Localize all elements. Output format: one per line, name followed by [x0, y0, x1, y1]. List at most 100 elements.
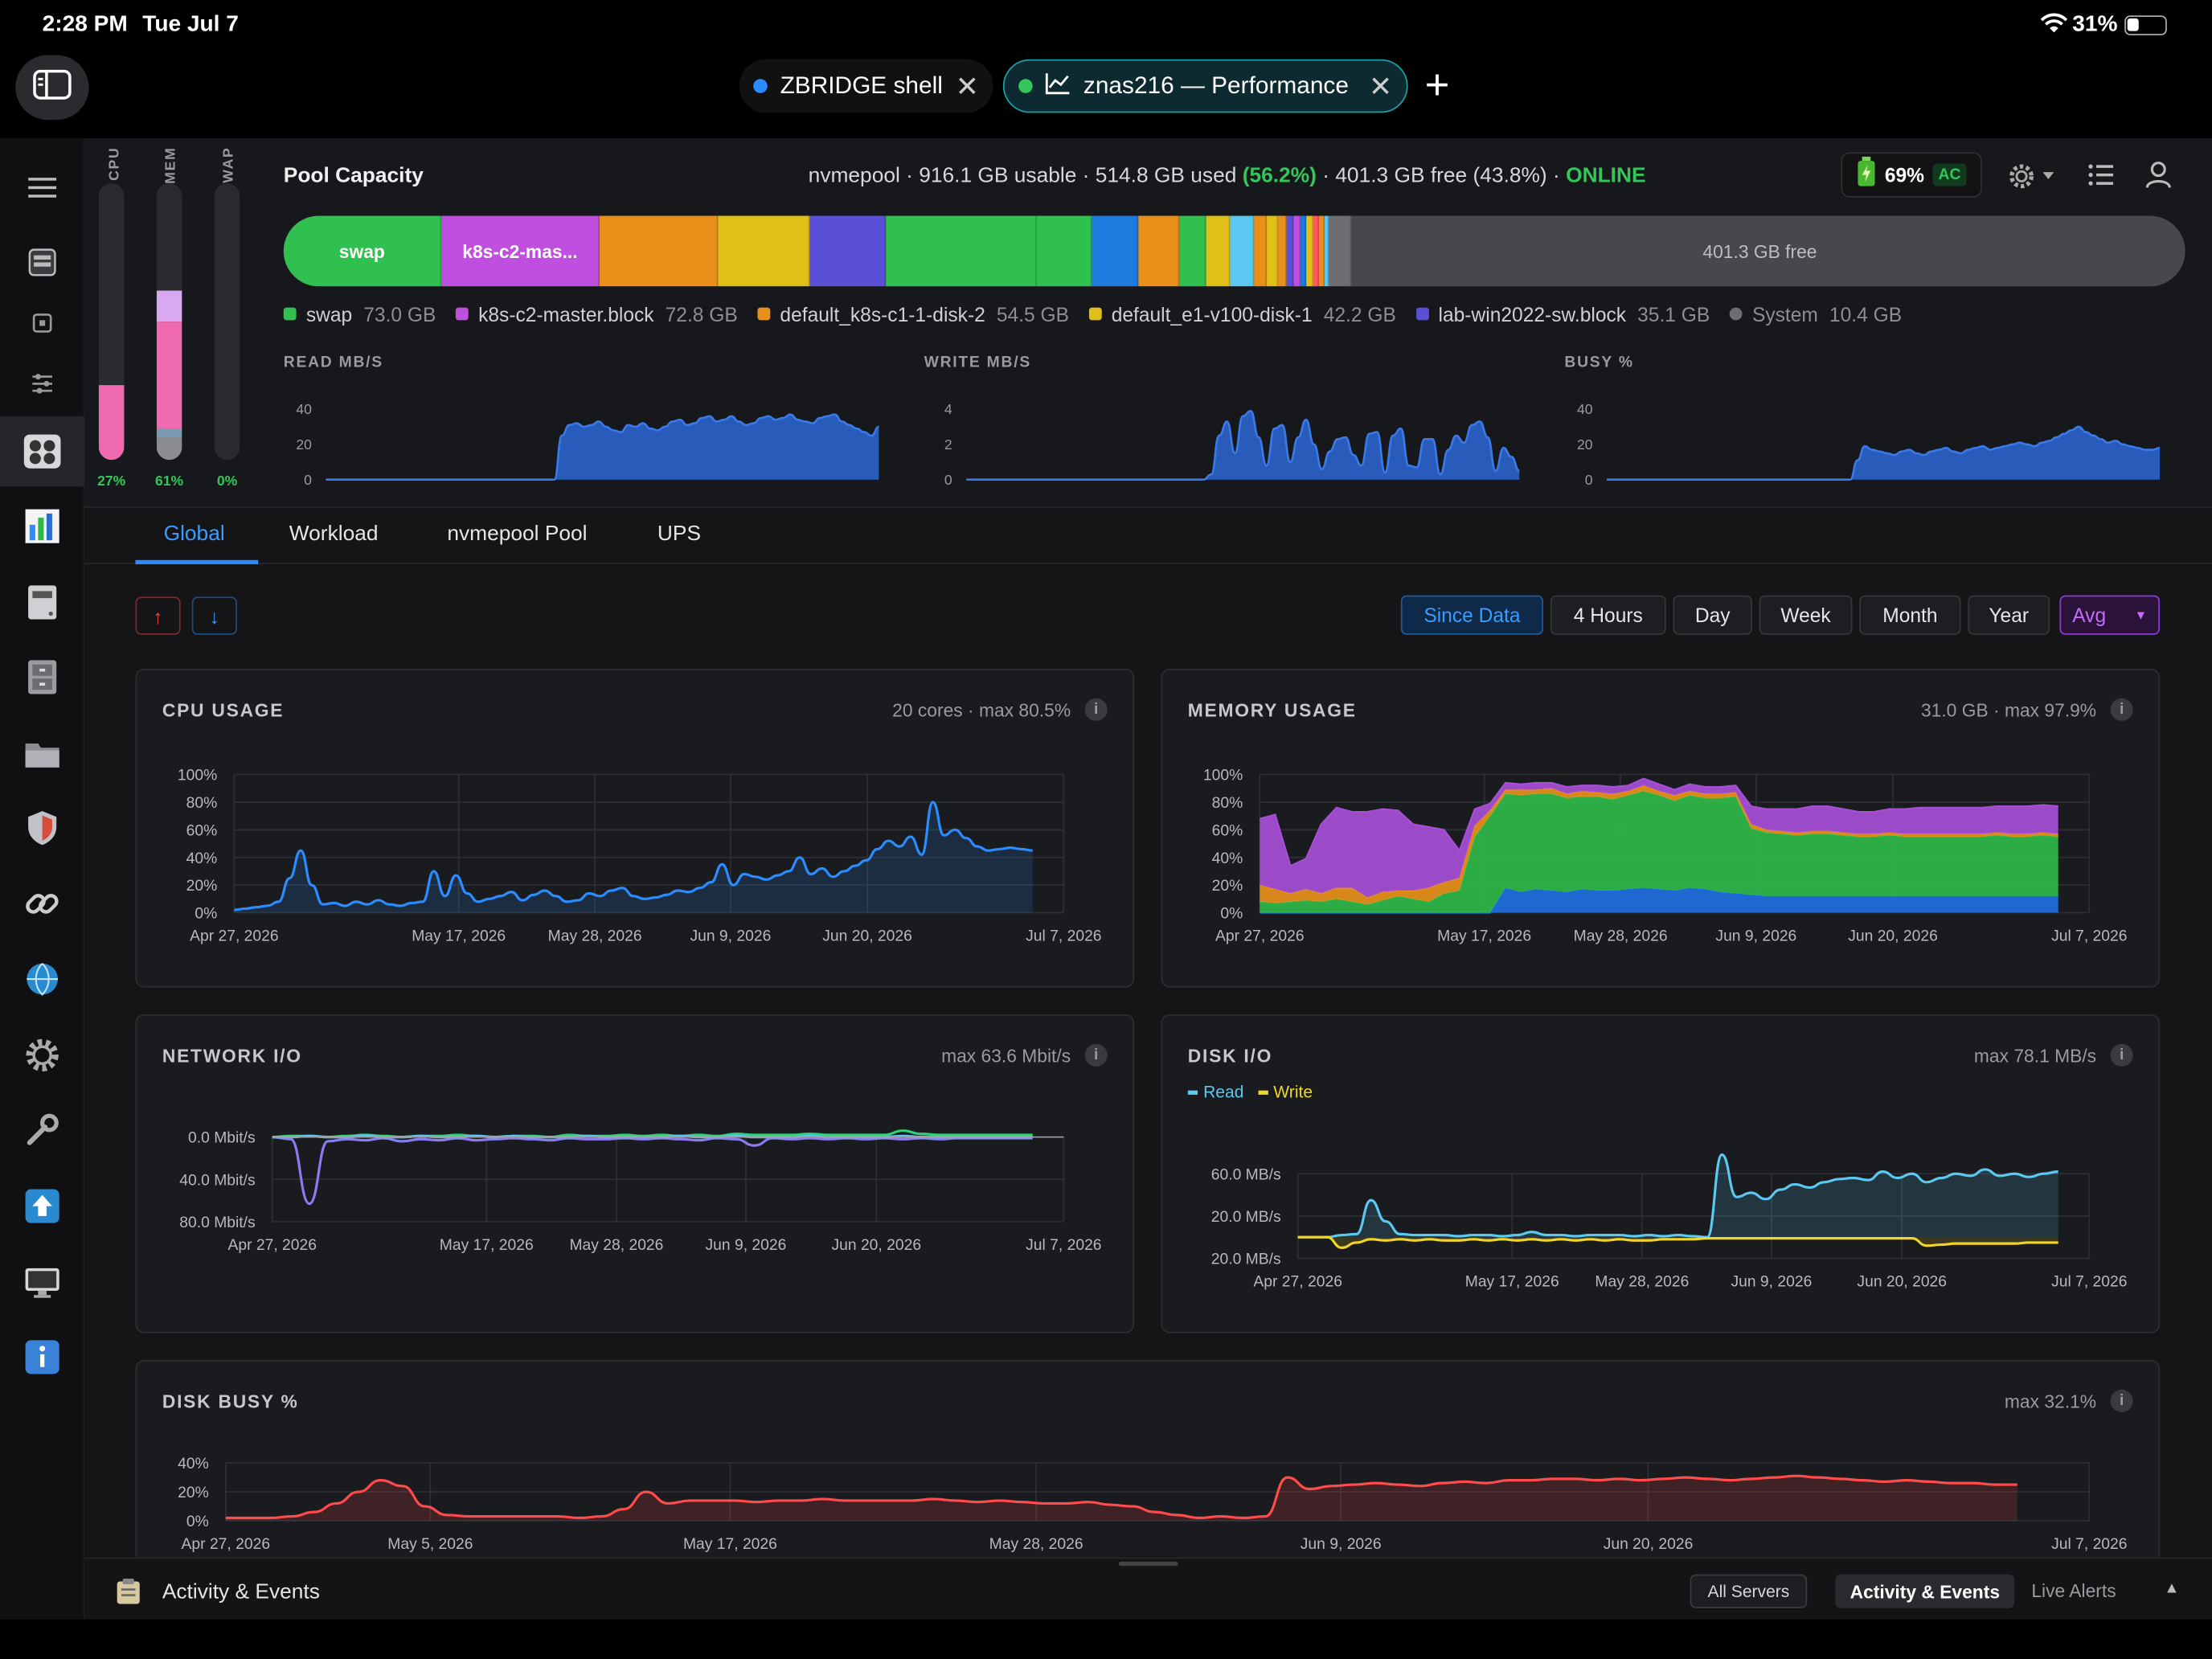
- gauge-cpu-bar: [98, 183, 125, 461]
- drag-handle[interactable]: [1118, 1561, 1178, 1567]
- legend-item[interactable]: default_k8s-c1-1-disk-2 54.5 GB: [757, 302, 1069, 326]
- all-servers-button[interactable]: All Servers: [1690, 1574, 1808, 1608]
- pool-segment[interactable]: [1277, 215, 1287, 287]
- sparkline-tick-label: 0: [944, 472, 952, 488]
- pool-segment[interactable]: [1253, 215, 1267, 287]
- aggregate-select[interactable]: Avg ▼: [2059, 595, 2161, 635]
- pool-segment[interactable]: [1300, 215, 1307, 287]
- legend-write[interactable]: Write: [1258, 1082, 1313, 1102]
- battery-charging-icon: [1857, 155, 1877, 194]
- pool-segment[interactable]: [717, 215, 809, 287]
- pool-segment[interactable]: [1091, 215, 1139, 287]
- pool-segment[interactable]: [1329, 215, 1353, 287]
- settings-dropdown-button[interactable]: [2006, 161, 2054, 199]
- user-icon[interactable]: [2145, 161, 2172, 196]
- chip-icon[interactable]: [20, 301, 65, 346]
- legend-item[interactable]: default_e1-v100-disk-1 42.2 GB: [1088, 302, 1396, 326]
- info-icon[interactable]: i: [1084, 698, 1108, 721]
- gauge-mem-value: 61%: [155, 473, 184, 490]
- x-tick-label: Jul 7, 2026: [2051, 928, 2127, 945]
- pool-segment[interactable]: k8s-c2-mas...: [441, 215, 600, 287]
- hdd-icon[interactable]: [20, 580, 65, 625]
- shield-icon[interactable]: [20, 805, 65, 850]
- stacked-area: [1260, 887, 2058, 913]
- sliders-icon[interactable]: [20, 361, 65, 406]
- tab-global[interactable]: Global: [163, 522, 225, 547]
- legend-item[interactable]: swap 73.0 GB: [283, 302, 436, 326]
- new-tab-button[interactable]: +: [1424, 62, 1450, 109]
- cabinet-icon[interactable]: [20, 654, 65, 699]
- globe-icon[interactable]: [20, 956, 65, 1002]
- monitor-icon[interactable]: [20, 1260, 65, 1305]
- sparkline-line: [1607, 425, 2161, 481]
- pool-segment[interactable]: [1180, 215, 1206, 287]
- ups-status-pill[interactable]: 69% AC: [1841, 152, 1982, 198]
- legend-item[interactable]: k8s-c2-master.block 72.8 GB: [456, 302, 738, 326]
- link-icon[interactable]: [20, 882, 65, 927]
- pool-segment[interactable]: [1138, 215, 1181, 287]
- range-4-hours-button[interactable]: 4 Hours: [1550, 595, 1666, 635]
- folder-icon[interactable]: [20, 731, 65, 776]
- pool-segment[interactable]: [1286, 215, 1294, 287]
- y-tick-label: 20%: [1212, 878, 1243, 895]
- legend-item[interactable]: System 10.4 GB: [1729, 302, 1902, 326]
- pool-segment[interactable]: [1206, 215, 1231, 287]
- pool-segment[interactable]: [1306, 215, 1313, 287]
- expand-up-icon[interactable]: ▲: [2164, 1579, 2180, 1597]
- legend-read[interactable]: Read: [1187, 1082, 1243, 1102]
- range-since-data-button[interactable]: Since Data: [1400, 595, 1544, 635]
- range-month-button[interactable]: Month: [1859, 595, 1961, 635]
- info-icon[interactable]: i: [2110, 1389, 2133, 1412]
- panel-meta: 31.0 GB · max 97.9%: [1920, 699, 2097, 721]
- wrench-icon[interactable]: [20, 1108, 65, 1153]
- bar-chart-icon[interactable]: [20, 504, 65, 549]
- pool-segment[interactable]: [1230, 215, 1254, 287]
- pool-free-label: 401.3 GB free: [1702, 241, 1817, 263]
- list-icon[interactable]: [2088, 164, 2114, 194]
- menu-icon[interactable]: [20, 165, 65, 210]
- range-week-button[interactable]: Week: [1759, 595, 1853, 635]
- pool-segment[interactable]: [1318, 215, 1325, 287]
- y-tick-label: 0%: [186, 1514, 209, 1530]
- dashboard-icon[interactable]: [20, 429, 65, 474]
- close-icon[interactable]: ✕: [955, 71, 980, 103]
- sidebar-toggle-icon: [32, 68, 72, 106]
- upload-icon[interactable]: [20, 1184, 65, 1229]
- sidebar-toggle-button[interactable]: [15, 55, 89, 121]
- pool-segment[interactable]: [809, 215, 886, 287]
- panel-title: DISK BUSY %: [162, 1391, 299, 1412]
- info-icon[interactable]: i: [2110, 698, 2133, 721]
- pool-segment[interactable]: [1324, 215, 1330, 287]
- write-sparkline-title: WRITE MB/S: [924, 354, 1031, 371]
- legend-item[interactable]: lab-win2022-sw.block 35.1 GB: [1415, 302, 1710, 326]
- info-icon[interactable]: [20, 1334, 65, 1379]
- panel-title: CPU USAGE: [162, 699, 285, 721]
- sort-down-button[interactable]: ↓: [191, 596, 237, 635]
- gear-icon[interactable]: [20, 1033, 65, 1078]
- activity-events-tab[interactable]: Activity & Events: [1835, 1574, 2015, 1608]
- pool-segment[interactable]: [1266, 215, 1278, 287]
- range-day-button[interactable]: Day: [1673, 595, 1752, 635]
- close-icon[interactable]: ✕: [1368, 71, 1393, 103]
- gauge-swap-value: 0%: [216, 473, 238, 490]
- pool-segment[interactable]: [599, 215, 718, 287]
- pool-segment[interactable]: [1037, 215, 1092, 287]
- pool-segment[interactable]: [1313, 215, 1319, 287]
- chart-line-icon: [1044, 70, 1072, 102]
- range-year-button[interactable]: Year: [1968, 595, 2050, 635]
- pool-segment[interactable]: swap: [283, 215, 442, 287]
- pool-segment[interactable]: [885, 215, 1038, 287]
- tab-ups[interactable]: UPS: [657, 522, 702, 547]
- pool-segment[interactable]: [1293, 215, 1301, 287]
- tab-znas216-performance[interactable]: znas216 — Performance ✕: [1002, 59, 1408, 113]
- battery-percent: 31%: [2072, 12, 2118, 37]
- info-icon[interactable]: i: [1084, 1043, 1108, 1067]
- tab-nvmepool-pool[interactable]: nvmepool Pool: [447, 522, 588, 547]
- tab-zbridge-shell[interactable]: ZBRIDGE shell ✕: [739, 59, 993, 113]
- live-alerts-tab[interactable]: Live Alerts: [2031, 1579, 2116, 1602]
- info-icon[interactable]: i: [2110, 1043, 2133, 1067]
- tab-workload[interactable]: Workload: [289, 522, 379, 547]
- sort-up-button[interactable]: ↑: [135, 596, 181, 635]
- performance-header: CPU 27% MEM 61% SWAP 0% Pool Capacity: [84, 137, 2212, 508]
- server-icon[interactable]: [20, 240, 65, 285]
